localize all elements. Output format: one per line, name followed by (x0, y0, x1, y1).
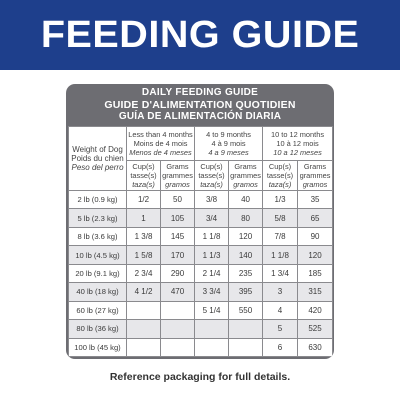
weight-cell: 20 lb (9.1 kg) (68, 263, 127, 284)
grams-cell (228, 319, 264, 339)
table-row: 100 lb (45 kg) 6 630 (68, 337, 334, 357)
cup-cell (126, 337, 161, 357)
cup-cell: 3 (262, 282, 299, 302)
reference-footnote: Reference packaging for full details. (109, 371, 291, 383)
table-row: 10 lb (4.5 kg) 1 5/8 170 1 1/3 140 1 1/8 120 (68, 245, 334, 265)
grams-cell: 170 (159, 245, 196, 265)
cup-unit-header: Cup(s) tasse(s) taza(s) (126, 160, 161, 191)
cup-cell (194, 319, 230, 339)
cup-cell (126, 300, 161, 321)
grams-cell: 40 (228, 189, 264, 210)
table-row: 20 lb (9.1 kg) 2 3/4 290 2 1/4 235 1 3/4 185 (68, 263, 334, 284)
cup-cell: 1 5/8 (126, 245, 161, 265)
grams-cell: 65 (297, 208, 334, 228)
weight-cell: 8 lb (3.6 kg) (68, 226, 127, 247)
cup-unit-header: Cup(s) tasse(s) taza(s) (194, 160, 230, 191)
grams-cell: 470 (159, 282, 196, 302)
grams-cell: 80 (228, 208, 264, 228)
weight-cell: 10 lb (4.5 kg) (68, 245, 127, 265)
guide-title-spanish: GUÍA DE ALIMENTACIÓN DIARIA (118, 111, 282, 122)
cup-cell: 1 1/8 (262, 245, 299, 265)
grams-cell: 90 (297, 226, 334, 247)
grams-cell: 185 (297, 263, 334, 284)
daily-feeding-guide-card: DAILY FEEDING GUIDE GUIDE D'ALIMENTATION… (66, 84, 334, 359)
grams-cell (159, 319, 196, 339)
cup-cell: 3/8 (194, 189, 230, 210)
grams-cell: 140 (228, 245, 264, 265)
weight-cell: 40 lb (18 kg) (68, 282, 127, 302)
cup-cell: 2 3/4 (126, 263, 161, 284)
feeding-guide-banner: FEEDING GUIDE (0, 0, 400, 70)
grams-cell: 395 (228, 282, 264, 302)
feeding-table: Weight of Dog Poids du chien Peso del pe… (68, 126, 334, 357)
grams-cell (159, 337, 196, 357)
table-row: 8 lb (3.6 kg) 1 3/8 145 1 1/8 120 7/8 90 (68, 226, 334, 247)
table-row: 80 lb (36 kg) 5 525 (68, 319, 334, 339)
age-header-4-to-9-months: 4 to 9 months 4 à 9 mois 4 a 9 meses (194, 126, 264, 161)
cup-cell (194, 337, 230, 357)
weight-cell: 60 lb (27 kg) (68, 300, 127, 321)
grams-unit-header: Grams grammes gramos (297, 160, 334, 191)
age-header-under-4-months: Less than 4 months Moins de 4 mois Menos… (125, 126, 196, 161)
grams-cell: 50 (159, 189, 196, 210)
table-row: 40 lb (18 kg) 4 1/2 470 3 3/4 395 3 315 (68, 282, 334, 302)
cup-cell: 1 1/8 (194, 226, 230, 247)
weight-cell: 80 lb (36 kg) (68, 319, 127, 339)
grams-cell: 420 (297, 300, 334, 321)
grams-cell: 525 (297, 319, 334, 339)
grams-cell: 630 (297, 337, 334, 357)
cup-cell: 5 1/4 (194, 300, 230, 321)
grams-cell (159, 300, 196, 321)
cup-cell (126, 319, 161, 339)
grams-cell: 550 (228, 300, 264, 321)
cup-cell: 4 (262, 300, 299, 321)
cup-cell: 1 3/4 (262, 263, 299, 284)
grams-cell: 315 (297, 282, 334, 302)
cup-cell: 1/2 (126, 189, 161, 210)
grams-cell: 35 (297, 189, 334, 210)
table-row: 60 lb (27 kg) 5 1/4 550 4 420 (68, 300, 334, 321)
cup-cell: 1 3/8 (126, 226, 161, 247)
cup-cell: 2 1/4 (194, 263, 230, 284)
cup-cell: 3/4 (194, 208, 230, 228)
grams-cell (228, 337, 264, 357)
cup-cell: 5 (262, 319, 299, 339)
grams-cell: 145 (159, 226, 196, 247)
grams-cell: 105 (159, 208, 196, 228)
grams-unit-header: Grams grammes gramos (228, 160, 264, 191)
guide-title-french: GUIDE D'ALIMENTATION QUOTIDIEN (104, 99, 296, 111)
weight-cell: 2 lb (0.9 kg) (68, 189, 127, 210)
grams-cell: 290 (159, 263, 196, 284)
weight-column-header: Weight of Dog Poids du chien Peso del pe… (68, 126, 127, 191)
grams-cell: 120 (297, 245, 334, 265)
banner-title: FEEDING GUIDE (40, 14, 360, 56)
table-row: 5 lb (2.3 kg) 1 105 3/4 80 5/8 65 (68, 208, 334, 228)
cup-cell: 1 1/3 (194, 245, 230, 265)
grams-cell: 120 (228, 226, 264, 247)
cup-cell: 7/8 (262, 226, 299, 247)
cup-unit-header: Cup(s) tasse(s) taza(s) (262, 160, 299, 191)
cup-cell: 1/3 (262, 189, 299, 210)
guide-header: DAILY FEEDING GUIDE GUIDE D'ALIMENTATION… (66, 84, 334, 126)
cup-cell: 3 3/4 (194, 282, 230, 302)
grams-cell: 235 (228, 263, 264, 284)
cup-cell: 4 1/2 (126, 282, 161, 302)
grams-unit-header: Grams grammes gramos (159, 160, 196, 191)
weight-cell: 5 lb (2.3 kg) (68, 208, 127, 228)
table-row: 2 lb (0.9 kg) 1/2 50 3/8 40 1/3 35 (68, 189, 334, 210)
age-header-10-to-12-months: 10 to 12 months 10 à 12 mois 10 a 12 mes… (262, 126, 334, 161)
cup-cell: 1 (126, 208, 161, 228)
cup-cell: 5/8 (262, 208, 299, 228)
cup-cell: 6 (262, 337, 299, 357)
guide-title-english: DAILY FEEDING GUIDE (141, 87, 259, 98)
weight-cell: 100 lb (45 kg) (68, 337, 127, 357)
